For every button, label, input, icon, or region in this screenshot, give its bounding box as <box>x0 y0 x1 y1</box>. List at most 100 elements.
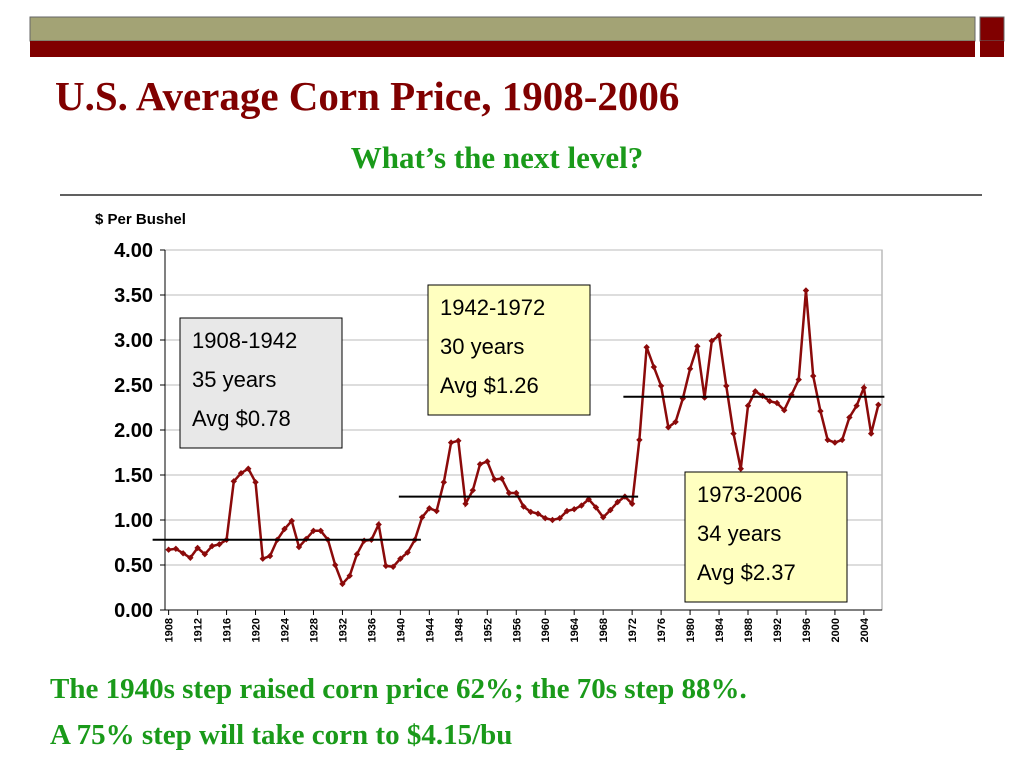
x-tick-label: 1956 <box>511 618 523 642</box>
y-tick-label: 2.50 <box>114 375 153 397</box>
x-tick-label: 1940 <box>395 618 407 642</box>
price-marker <box>172 545 180 552</box>
price-marker <box>520 503 527 510</box>
price-marker <box>397 555 404 562</box>
price-marker <box>831 439 839 446</box>
price-marker <box>846 414 853 421</box>
y-tick-label: 0.50 <box>114 555 153 577</box>
price-marker <box>469 487 477 494</box>
price-marker <box>382 562 390 570</box>
price-marker <box>542 515 549 522</box>
price-marker <box>723 382 730 390</box>
price-marker <box>766 398 773 405</box>
y-tick-label: 3.00 <box>114 330 153 352</box>
price-marker <box>744 402 752 409</box>
price-marker <box>216 541 223 548</box>
x-tick-label: 1964 <box>569 617 581 642</box>
period-text: 30 years <box>440 334 524 359</box>
footer-line: A 75% step will take corn to $4.15/bu <box>50 719 512 751</box>
price-marker <box>781 407 788 414</box>
price-marker <box>346 572 353 579</box>
price-marker <box>208 542 216 550</box>
x-tick-label: 1984 <box>714 617 726 642</box>
period-box <box>684 471 848 603</box>
price-marker <box>563 507 571 515</box>
corner-square <box>979 16 1005 42</box>
y-tick-label: 0.00 <box>114 600 153 622</box>
price-marker <box>433 507 440 515</box>
price-marker <box>614 498 621 506</box>
price-marker <box>179 550 187 557</box>
price-marker <box>708 337 716 345</box>
price-marker <box>418 514 426 521</box>
price-marker <box>665 424 672 431</box>
price-marker <box>237 470 245 477</box>
x-tick-label: 1924 <box>280 617 292 642</box>
price-marker <box>752 388 759 395</box>
price-marker <box>715 332 723 339</box>
corner-square <box>980 41 1004 57</box>
price-marker <box>773 399 781 407</box>
price-marker <box>440 479 448 486</box>
y-tick-label: 1.00 <box>114 510 153 532</box>
period-text: Avg $0.78 <box>192 406 291 431</box>
price-marker <box>310 527 317 534</box>
price-marker <box>295 543 303 551</box>
price-marker <box>317 527 324 534</box>
y-tick-label: 1.50 <box>114 465 153 487</box>
price-marker <box>281 525 288 533</box>
top-bar <box>29 16 976 42</box>
price-marker <box>838 436 846 444</box>
x-tick-label: 1912 <box>193 618 205 642</box>
x-tick-label: 1972 <box>627 618 639 642</box>
price-marker <box>657 382 665 390</box>
price-marker <box>259 555 266 562</box>
price-marker <box>426 505 433 512</box>
price-marker <box>252 479 259 486</box>
x-tick-label: 1916 <box>222 618 234 642</box>
price-marker <box>628 500 636 507</box>
x-tick-label: 1988 <box>743 618 755 642</box>
price-marker <box>476 461 484 468</box>
price-marker <box>875 401 882 408</box>
price-marker <box>266 552 274 560</box>
price-marker <box>165 546 172 553</box>
price-marker <box>484 458 491 465</box>
price-marker <box>245 465 252 472</box>
price-marker <box>527 508 534 516</box>
x-tick-label: 1996 <box>801 618 813 642</box>
subtitle: What’s the next level? <box>351 140 643 175</box>
price-marker <box>375 521 382 528</box>
price-marker <box>194 544 201 552</box>
x-tick-label: 1960 <box>540 618 552 642</box>
title: U.S. Average Corn Price, 1908-2006 <box>55 73 679 119</box>
x-tick-label: 2000 <box>830 618 842 642</box>
price-marker <box>730 430 737 437</box>
period-text: 1908-1942 <box>192 328 297 353</box>
x-tick-label: 1936 <box>366 618 378 642</box>
y-tick-label: 2.00 <box>114 420 153 442</box>
price-marker <box>498 475 505 482</box>
price-marker <box>556 515 563 522</box>
x-tick-label: 2004 <box>859 617 871 642</box>
x-tick-label: 1928 <box>308 618 320 642</box>
price-marker <box>331 561 339 569</box>
x-tick-label: 1908 <box>164 618 176 642</box>
price-marker <box>585 496 592 503</box>
price-marker <box>824 436 831 444</box>
price-marker <box>599 514 607 521</box>
y-tick-label: 3.50 <box>114 285 153 307</box>
price-marker <box>288 517 295 525</box>
price-marker <box>455 437 462 444</box>
price-marker <box>404 549 411 556</box>
price-marker <box>201 551 209 558</box>
x-tick-label: 1952 <box>482 618 494 642</box>
price-marker <box>853 402 860 409</box>
price-marker <box>650 363 658 371</box>
price-marker <box>447 439 455 446</box>
price-marker <box>389 563 397 570</box>
x-tick-label: 1932 <box>337 618 349 642</box>
price-marker <box>686 365 694 372</box>
period-text: 34 years <box>697 521 781 546</box>
